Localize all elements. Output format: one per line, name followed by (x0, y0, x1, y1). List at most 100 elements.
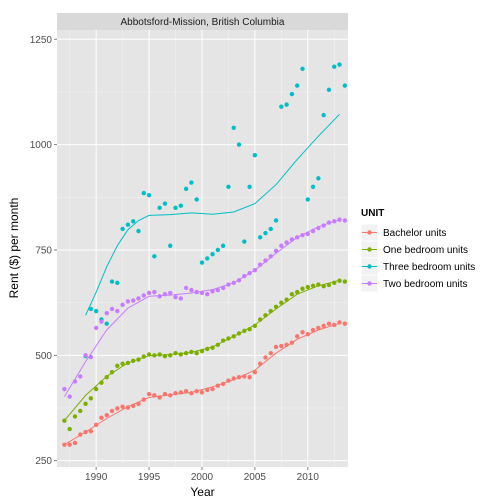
data-point-one-bedroom-units (236, 331, 242, 336)
data-point-bachelor-units (332, 322, 337, 328)
data-point-bachelor-units (136, 401, 141, 406)
legend-label-two-bedroom-units: Two bedroom units (383, 279, 468, 290)
x-tick-label: 2000 (191, 472, 214, 483)
data-point-one-bedroom-units (115, 363, 120, 369)
data-point-bachelor-units (220, 381, 226, 387)
data-point-two-bedroom-units (289, 237, 295, 242)
data-point-three-bedroom-units (141, 190, 146, 196)
y-tick-label: 1250 (30, 35, 53, 46)
data-points (62, 62, 348, 447)
data-point-two-bedroom-units (252, 268, 258, 273)
data-point-three-bedroom-units (289, 91, 295, 97)
data-point-three-bedroom-units (136, 228, 141, 234)
data-point-three-bedroom-units (157, 205, 162, 211)
data-point-bachelor-units (104, 412, 109, 418)
data-point-bachelor-units (321, 323, 326, 329)
data-point-two-bedroom-units (321, 223, 326, 228)
data-point-bachelor-units (173, 391, 178, 396)
legend-label-bachelor-units: Bachelor units (383, 228, 446, 239)
data-point-one-bedroom-units (199, 348, 205, 354)
data-point-three-bedroom-units (205, 256, 210, 261)
data-point-bachelor-units (115, 406, 120, 411)
data-point-two-bedroom-units (93, 325, 99, 331)
data-point-bachelor-units (231, 376, 236, 381)
data-point-two-bedroom-units (99, 319, 104, 324)
data-point-bachelor-units (183, 388, 189, 394)
data-point-bachelor-units (120, 404, 125, 409)
data-point-two-bedroom-units (157, 294, 162, 299)
data-point-one-bedroom-units (104, 375, 109, 380)
data-point-three-bedroom-units (115, 280, 120, 286)
legend-key-point-three-bedroom-units (367, 264, 372, 269)
y-axis: 250 500 750 1000 1250 (30, 35, 57, 467)
data-point-bachelor-units (152, 393, 157, 398)
data-point-one-bedroom-units (109, 369, 115, 375)
data-point-two-bedroom-units (337, 217, 342, 222)
data-point-three-bedroom-units (342, 83, 348, 88)
data-point-three-bedroom-units (109, 279, 115, 284)
data-point-three-bedroom-units (242, 239, 247, 244)
data-point-three-bedroom-units (146, 192, 152, 198)
data-point-two-bedroom-units (231, 280, 236, 286)
y-tick-label: 1000 (30, 140, 53, 151)
data-point-bachelor-units (289, 340, 295, 345)
data-point-bachelor-units (305, 332, 310, 337)
data-point-three-bedroom-units (189, 180, 194, 185)
data-point-bachelor-units (300, 329, 305, 335)
data-point-bachelor-units (162, 391, 168, 397)
data-point-two-bedroom-units (295, 235, 300, 240)
data-point-bachelor-units (215, 383, 221, 388)
data-point-two-bedroom-units (104, 310, 109, 316)
data-point-bachelor-units (236, 375, 242, 380)
data-point-three-bedroom-units (226, 184, 231, 189)
data-point-three-bedroom-units (310, 184, 316, 189)
data-point-two-bedroom-units (242, 273, 247, 279)
data-point-one-bedroom-units (305, 284, 310, 290)
data-point-two-bedroom-units (342, 218, 348, 223)
data-point-three-bedroom-units (257, 235, 263, 240)
data-point-one-bedroom-units (162, 353, 168, 359)
data-point-one-bedroom-units (220, 338, 226, 343)
data-point-two-bedroom-units (279, 243, 284, 248)
data-point-bachelor-units (337, 320, 342, 325)
data-point-bachelor-units (295, 334, 300, 339)
data-point-three-bedroom-units (231, 125, 236, 130)
minor-gridlines (57, 30, 348, 467)
data-point-bachelor-units (226, 378, 231, 383)
x-tick-label: 1990 (85, 472, 108, 483)
data-point-one-bedroom-units (83, 401, 88, 406)
data-point-two-bedroom-units (284, 240, 289, 245)
data-point-one-bedroom-units (247, 326, 252, 332)
data-point-bachelor-units (83, 429, 88, 435)
data-point-bachelor-units (125, 405, 131, 410)
data-point-three-bedroom-units (183, 186, 189, 192)
data-point-bachelor-units (205, 387, 210, 393)
data-point-three-bedroom-units (326, 87, 332, 93)
data-point-two-bedroom-units (83, 353, 88, 358)
data-point-bachelor-units (146, 391, 152, 397)
data-point-three-bedroom-units (268, 226, 273, 232)
data-point-bachelor-units (273, 344, 279, 350)
data-point-one-bedroom-units (120, 361, 125, 366)
data-point-one-bedroom-units (289, 292, 295, 297)
data-point-three-bedroom-units (332, 64, 337, 69)
data-point-two-bedroom-units (125, 299, 131, 304)
data-point-three-bedroom-units (321, 112, 326, 118)
legend-label-three-bedroom-units: Three bedroom units (383, 262, 475, 273)
data-point-one-bedroom-units (168, 353, 173, 358)
data-point-three-bedroom-units (125, 222, 131, 227)
data-point-three-bedroom-units (263, 230, 268, 236)
data-point-two-bedroom-units (152, 289, 157, 295)
data-point-one-bedroom-units (210, 345, 215, 350)
data-point-one-bedroom-units (152, 353, 157, 358)
data-point-one-bedroom-units (93, 386, 99, 392)
data-point-three-bedroom-units (236, 142, 242, 147)
data-point-bachelor-units (109, 408, 115, 414)
data-point-one-bedroom-units (295, 289, 300, 295)
data-point-three-bedroom-units (168, 243, 173, 248)
data-point-two-bedroom-units (205, 292, 210, 297)
data-point-one-bedroom-units (183, 351, 189, 356)
data-point-one-bedroom-units (194, 351, 199, 356)
plot-panel (57, 30, 348, 467)
data-point-one-bedroom-units (310, 283, 316, 288)
